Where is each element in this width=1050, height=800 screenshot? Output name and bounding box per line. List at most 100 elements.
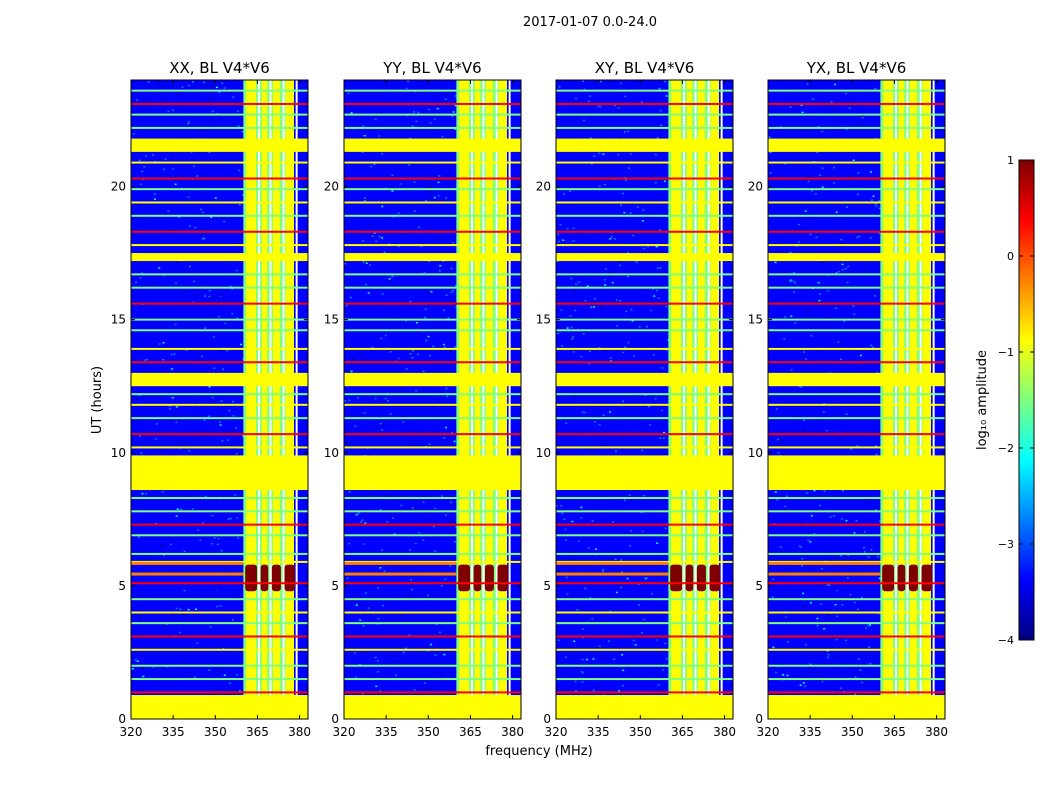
noise-speck <box>381 293 384 295</box>
noise-speck <box>373 232 376 234</box>
noise-speck <box>344 670 347 673</box>
noise-speck <box>650 592 653 595</box>
noise-speck <box>384 397 387 400</box>
noise-speck <box>420 245 423 248</box>
noise-speck <box>565 656 568 658</box>
noise-speck <box>227 340 230 343</box>
noise-speck <box>345 304 348 307</box>
noise-speck <box>797 241 800 243</box>
noise-speck <box>360 694 363 696</box>
noise-speck <box>239 450 242 452</box>
noise-speck <box>362 130 365 132</box>
noise-speck <box>216 86 218 89</box>
noise-speck <box>217 537 220 540</box>
noise-speck <box>235 674 238 676</box>
noise-speck <box>407 94 410 97</box>
rfi-stripe <box>556 89 733 92</box>
noise-speck <box>175 282 177 284</box>
noise-speck <box>373 547 376 550</box>
noise-speck <box>405 368 408 370</box>
noise-speck <box>859 354 862 357</box>
noise-speck <box>656 137 659 139</box>
noise-speck <box>556 260 559 263</box>
noise-speck <box>183 589 186 592</box>
noise-speck <box>357 402 359 404</box>
noise-speck <box>428 555 431 558</box>
noise-speck <box>561 315 564 318</box>
noise-speck <box>598 645 601 648</box>
x-tick-label: 350 <box>629 725 652 739</box>
noise-speck <box>429 184 432 186</box>
noise-speck <box>377 671 379 673</box>
noise-speck <box>373 341 376 343</box>
noise-speck <box>623 131 626 133</box>
noise-speck <box>429 354 432 357</box>
noise-speck <box>635 133 638 136</box>
noise-speck <box>439 631 441 634</box>
noise-speck <box>139 277 142 279</box>
noise-speck <box>443 349 446 352</box>
noise-speck <box>839 554 842 557</box>
noise-speck <box>438 175 441 177</box>
noise-speck <box>852 235 855 237</box>
noise-speck <box>148 431 151 434</box>
noise-speck <box>226 349 229 352</box>
noise-speck <box>223 220 226 223</box>
noise-speck <box>144 322 146 325</box>
noise-speck <box>654 182 657 184</box>
noise-speck <box>168 531 171 533</box>
noise-speck <box>416 200 418 203</box>
rfi-stripe <box>768 446 945 449</box>
noise-speck <box>387 211 390 214</box>
noise-speck <box>565 539 568 541</box>
rfi-stripe <box>131 635 308 638</box>
noise-speck <box>580 631 583 633</box>
noise-speck <box>609 411 611 413</box>
noise-speck <box>422 98 425 101</box>
noise-speck <box>621 438 624 440</box>
noise-speck <box>600 307 603 309</box>
noise-speck <box>663 431 666 434</box>
noise-speck <box>201 130 204 133</box>
rfi-stripe <box>768 286 945 289</box>
noise-speck <box>659 267 662 269</box>
noise-speck <box>394 674 397 676</box>
noise-speck <box>785 558 788 561</box>
noise-speck <box>861 681 864 684</box>
noise-speck <box>868 644 871 646</box>
x-tick-label: 335 <box>587 725 610 739</box>
noise-speck <box>865 682 867 684</box>
noise-speck <box>386 587 389 589</box>
noise-speck <box>641 283 644 285</box>
noise-speck <box>373 132 376 135</box>
noise-speck <box>174 323 177 326</box>
noise-speck <box>663 312 666 314</box>
noise-speck <box>208 151 211 153</box>
noise-speck <box>182 660 185 662</box>
noise-speck <box>864 605 867 607</box>
rfi-stripe <box>344 201 521 204</box>
noise-speck <box>181 277 184 280</box>
noise-speck <box>825 431 828 433</box>
noise-speck <box>822 411 825 414</box>
noise-speck <box>412 350 415 352</box>
noise-speck <box>240 101 243 103</box>
noise-speck <box>557 594 560 596</box>
noise-speck <box>141 170 144 173</box>
y-tick-label: 15 <box>536 313 551 327</box>
noise-speck <box>405 320 408 322</box>
noise-speck <box>616 427 619 429</box>
noise-speck <box>563 518 566 520</box>
noise-speck <box>660 124 663 126</box>
noise-speck <box>441 680 444 682</box>
noise-speck <box>442 548 445 550</box>
noise-speck <box>658 87 661 90</box>
rfi-stripe <box>344 497 521 500</box>
noise-speck <box>369 264 371 266</box>
burst-blob <box>271 564 281 592</box>
noise-speck <box>778 247 780 249</box>
noise-speck <box>584 587 587 590</box>
noise-speck <box>417 111 420 114</box>
noise-speck <box>580 355 583 358</box>
noise-speck <box>214 589 217 591</box>
